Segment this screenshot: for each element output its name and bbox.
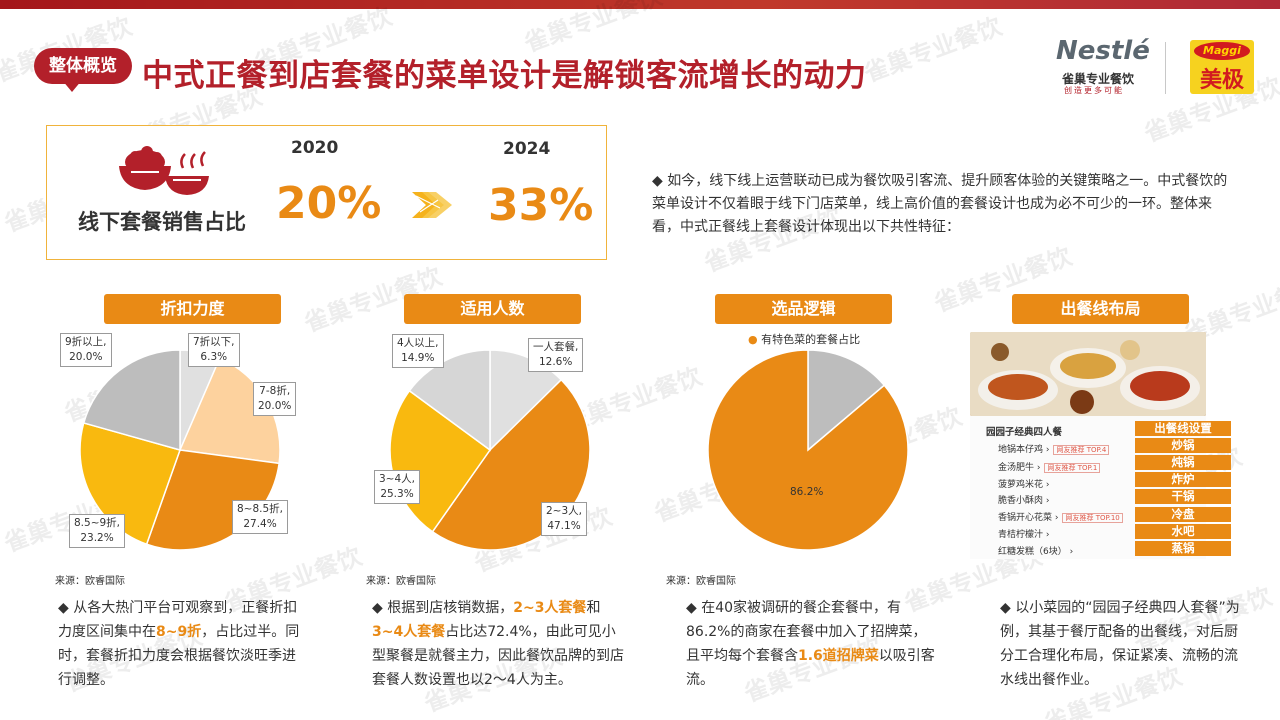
stat-value-2020: 20% [276, 178, 382, 229]
menu-item: 香锅开心花菜 › 网友推荐 TOP.10 [998, 510, 1123, 523]
bullet-party-size: ◆ 根据到店核销数据，2~3人套餐和3~4人套餐占比达72.4%，由此可见小型聚… [372, 600, 624, 688]
pie1-label-2to3: 2~3人, 47.1% [541, 502, 587, 536]
layout-station: 水吧 [1135, 524, 1231, 539]
pie2-legend: ● 有特色菜的套餐占比 [748, 333, 861, 346]
pie-slice [408, 349, 491, 452]
menu-item: 青桔柠檬汁 › [998, 530, 1050, 540]
layout-station: 干锅 [1135, 489, 1231, 504]
stat-label: 线下套餐销售占比 [78, 210, 246, 234]
pie1-label-3to4: 3~4人, 25.3% [374, 470, 420, 504]
pie2-data-label: 86.2% [790, 486, 824, 498]
badge-tail [62, 80, 82, 92]
bowl-food-icon [119, 146, 209, 195]
bullet-line-layout: ◆ 以小菜园的“园园子经典四人套餐”为例，其基于餐厅配备的出餐线，对后厨分工合理… [1000, 600, 1240, 688]
layout-station: 炒锅 [1135, 438, 1231, 453]
nestle-slogan: 创造更多可能 [1064, 86, 1124, 95]
heading-selection-logic: 选品逻辑 [715, 294, 892, 324]
nestle-subtitle: 雀巢专业餐饮 [1062, 72, 1135, 86]
nestle-logo: Nestlé [1056, 36, 1150, 66]
layout-title: 出餐线设置 [1135, 421, 1231, 436]
pie-chart-signature-dish [707, 349, 909, 551]
layout-station: 炖锅 [1135, 455, 1231, 470]
bullet-discount: ◆ 从各大热门平台可观察到，正餐折扣力度区间集中在8~9折，占比过半。同时，套餐… [58, 600, 300, 688]
heading-discount: 折扣力度 [104, 294, 281, 324]
pie0-label-80to85: 8~8.5折, 27.4% [232, 500, 289, 534]
stat-year-2024: 2024 [503, 139, 551, 159]
menu-item: 地锅本仔鸡 › 网友推荐 TOP.4 [998, 442, 1110, 455]
pie-slice [79, 422, 181, 546]
intro-paragraph: ◆ 如今，线下线上运营联动已成为餐饮吸引客流、提升顾客体验的关键策略之一。中式餐… [652, 173, 1228, 235]
heading-party-size: 适用人数 [404, 294, 581, 324]
section-badge: 整体概览 [34, 48, 132, 84]
pie1-label-single: 一人套餐, 12.6% [528, 338, 584, 372]
pie-slice [707, 349, 909, 551]
menu-title: 园园子经典四人餐 [986, 427, 1063, 438]
page-title: 中式正餐到店套餐的菜单设计是解锁客流增长的动力 [142, 58, 867, 94]
pie-chart-discount [79, 349, 281, 551]
pie-slice [807, 349, 886, 452]
pie0-label-85to90: 8.5~9折, 23.2% [69, 514, 126, 548]
menu-item: 红糖发糕（6块） › [998, 547, 1074, 557]
layout-station: 炸炉 [1135, 472, 1231, 487]
watermark-text: 雀巢专业餐饮 [860, 12, 1006, 88]
menu-item: 金汤肥牛 › 网友推荐 TOP.1 [998, 460, 1101, 473]
heading-line-layout: 出餐线布局 [1012, 294, 1189, 324]
stat-year-2020: 2020 [291, 138, 339, 158]
pie1-label-over4: 4人以上, 14.9% [392, 334, 444, 368]
set-meal-food-photo [970, 332, 1206, 416]
offline-set-meal-stat-box [46, 125, 607, 260]
source-party-size: 来源：欧睿国际 [366, 576, 436, 587]
maggi-wordmark: Maggi [1194, 42, 1250, 60]
layout-station: 蒸锅 [1135, 541, 1231, 556]
arrow-right-icon [412, 192, 452, 218]
bullet-selection: ◆ 在40家被调研的餐企套餐中，有86.2%的商家在套餐中加入了招牌菜，且平均每… [686, 600, 935, 688]
menu-item: 菠萝鸡米花 › [998, 480, 1050, 490]
pie0-label-over90: 9折以上, 20.0% [60, 333, 112, 367]
layout-station: 冷盘 [1135, 507, 1231, 522]
source-discount: 来源：欧睿国际 [55, 576, 125, 587]
stat-value-2024: 33% [488, 180, 594, 231]
pie0-label-70to80: 7-8折, 20.0% [253, 382, 297, 416]
maggi-cn-name: 美极 [1199, 68, 1244, 93]
pie-slice [82, 349, 181, 451]
top-accent-bar [0, 0, 1280, 9]
menu-item: 脆香小酥肉 › [998, 496, 1050, 506]
pie0-label-under70: 7折以下, 6.3% [188, 333, 240, 367]
source-selection: 来源：欧睿国际 [666, 576, 736, 587]
logo-divider [1165, 42, 1166, 94]
